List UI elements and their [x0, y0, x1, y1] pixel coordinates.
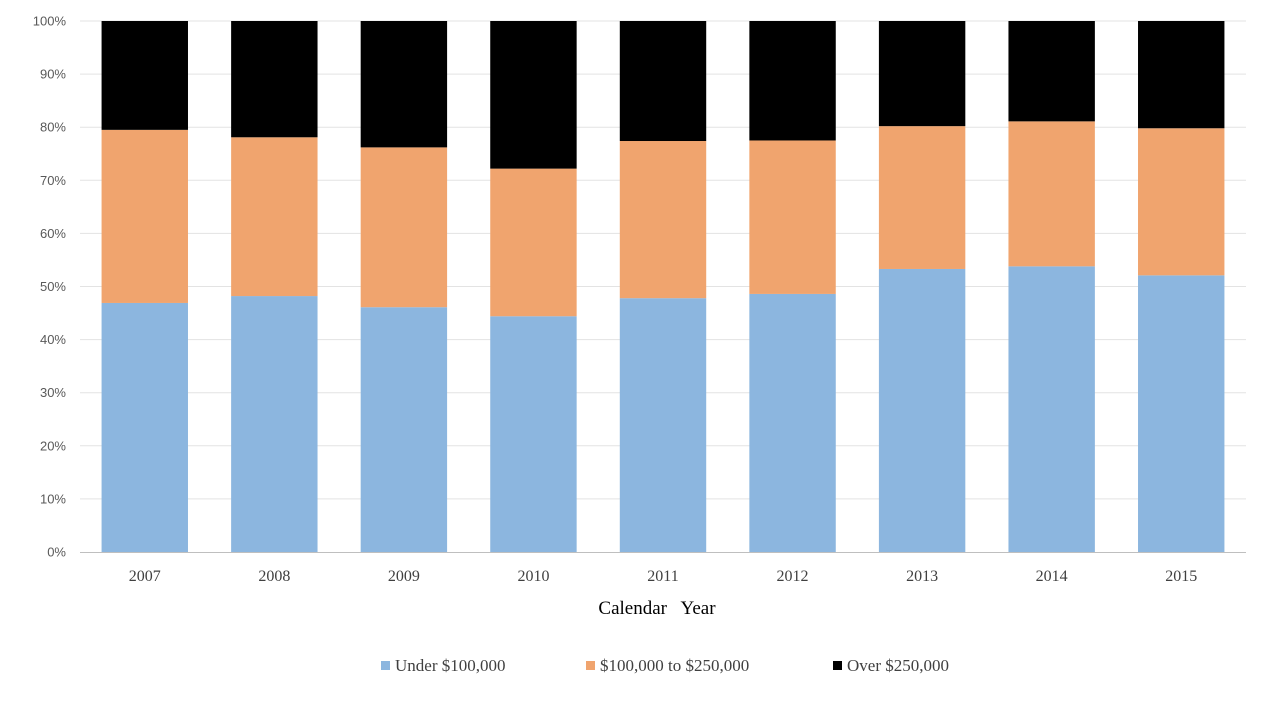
- bar-segment: [360, 307, 448, 552]
- x-tick-label: 2014: [1036, 568, 1068, 585]
- legend-label: Under $100,000: [395, 656, 505, 675]
- legend-swatch: [833, 661, 842, 670]
- bar-segment: [490, 21, 577, 169]
- bar-segment: [1008, 121, 1095, 267]
- y-tick-label: 40%: [40, 332, 66, 347]
- bar-segment: [231, 21, 318, 138]
- bar-segment: [619, 298, 707, 552]
- bar-segment: [878, 21, 966, 127]
- bar-segment: [101, 21, 188, 130]
- bar-segment: [360, 147, 448, 308]
- bar-segment: [619, 21, 707, 142]
- bar-segment: [490, 316, 577, 552]
- x-axis-title: Calendar Year: [598, 598, 716, 619]
- bar-segment: [1138, 21, 1225, 129]
- bar-segment: [1008, 266, 1095, 552]
- bar-segment: [619, 141, 707, 299]
- legend: Under $100,000 $100,000 to $250,000 Over $…: [381, 656, 949, 675]
- bar-segment: [101, 129, 188, 303]
- x-tick-label: 2009: [388, 568, 420, 585]
- bar-segment: [231, 137, 318, 297]
- bar-segment: [1138, 128, 1225, 276]
- x-tick-label: 2008: [258, 568, 290, 585]
- y-tick-label: 20%: [40, 438, 66, 453]
- bar-segment: [749, 140, 836, 294]
- x-tick-label: 2011: [647, 568, 678, 585]
- legend-label: $100,000 to $250,000: [600, 656, 749, 675]
- y-tick-label: 70%: [40, 173, 66, 188]
- x-tick-label: 2013: [906, 568, 938, 585]
- bar-segment: [1138, 275, 1225, 552]
- bar-segment: [1008, 21, 1095, 122]
- y-tick-label: 0%: [47, 545, 66, 560]
- x-tick-label: 2007: [129, 568, 161, 585]
- legend-label: Over $250,000: [847, 656, 949, 675]
- bar-segment: [360, 21, 448, 148]
- bars: [101, 21, 1225, 552]
- axes: 0% 10% 20% 30% 40% 50% 60% 70% 80% 90% 100% 2007 200…: [33, 14, 1246, 585]
- bar-segment: [878, 126, 966, 269]
- x-tick-label: 2015: [1165, 568, 1197, 585]
- bar-segment: [749, 293, 836, 552]
- x-tick-label: 2012: [777, 568, 809, 585]
- bar-segment: [490, 168, 577, 317]
- y-tick-label: 80%: [40, 120, 66, 135]
- y-tick-label: 30%: [40, 385, 66, 400]
- bar-segment: [878, 268, 966, 552]
- bar-segment: [101, 302, 188, 552]
- legend-swatch: [586, 661, 595, 670]
- legend-swatch: [381, 661, 390, 670]
- x-tick-label: 2010: [517, 568, 549, 585]
- bar-segment: [231, 296, 318, 552]
- bar-segment: [749, 21, 836, 141]
- y-tick-label: 60%: [40, 226, 66, 241]
- y-tick-label: 10%: [40, 491, 66, 506]
- y-tick-label: 50%: [40, 279, 66, 294]
- y-tick-label: 100%: [33, 14, 67, 29]
- y-tick-label: 90%: [40, 67, 66, 82]
